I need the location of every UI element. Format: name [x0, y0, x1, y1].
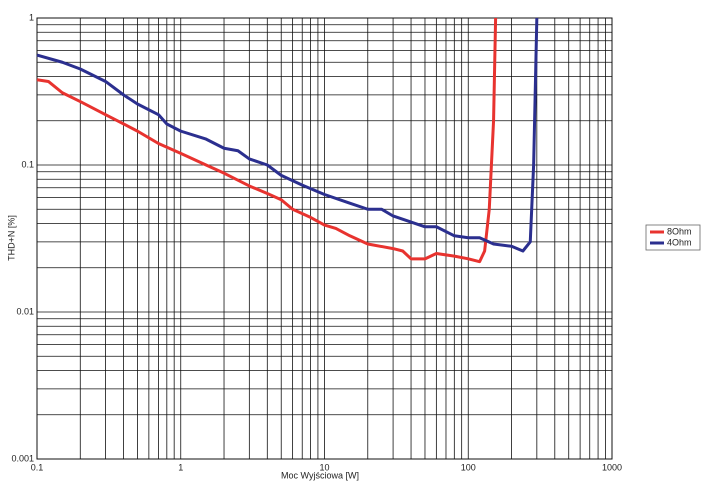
y-tick-label: 1 [29, 12, 34, 22]
legend-box [645, 224, 701, 251]
line-series [36, 17, 539, 253]
y-tick-label: 0.1 [21, 159, 34, 169]
x-tick-label: 0.1 [31, 462, 44, 472]
x-tick-label: 10 [319, 462, 329, 472]
x-tick-label: 100 [461, 462, 476, 472]
x-axis-label: Moc Wyjściowa [W] [281, 470, 359, 480]
y-tick-label: 0.001 [11, 453, 34, 463]
legend-label: 8Ohm [667, 226, 692, 236]
y-axis-label: THD+N [%] [6, 215, 16, 261]
x-tick-label: 1000 [602, 462, 622, 472]
y-tick-label: 0.01 [16, 306, 34, 316]
legend-label: 4Ohm [667, 237, 692, 247]
x-tick-label: 1 [178, 462, 183, 472]
line-series [36, 17, 498, 264]
